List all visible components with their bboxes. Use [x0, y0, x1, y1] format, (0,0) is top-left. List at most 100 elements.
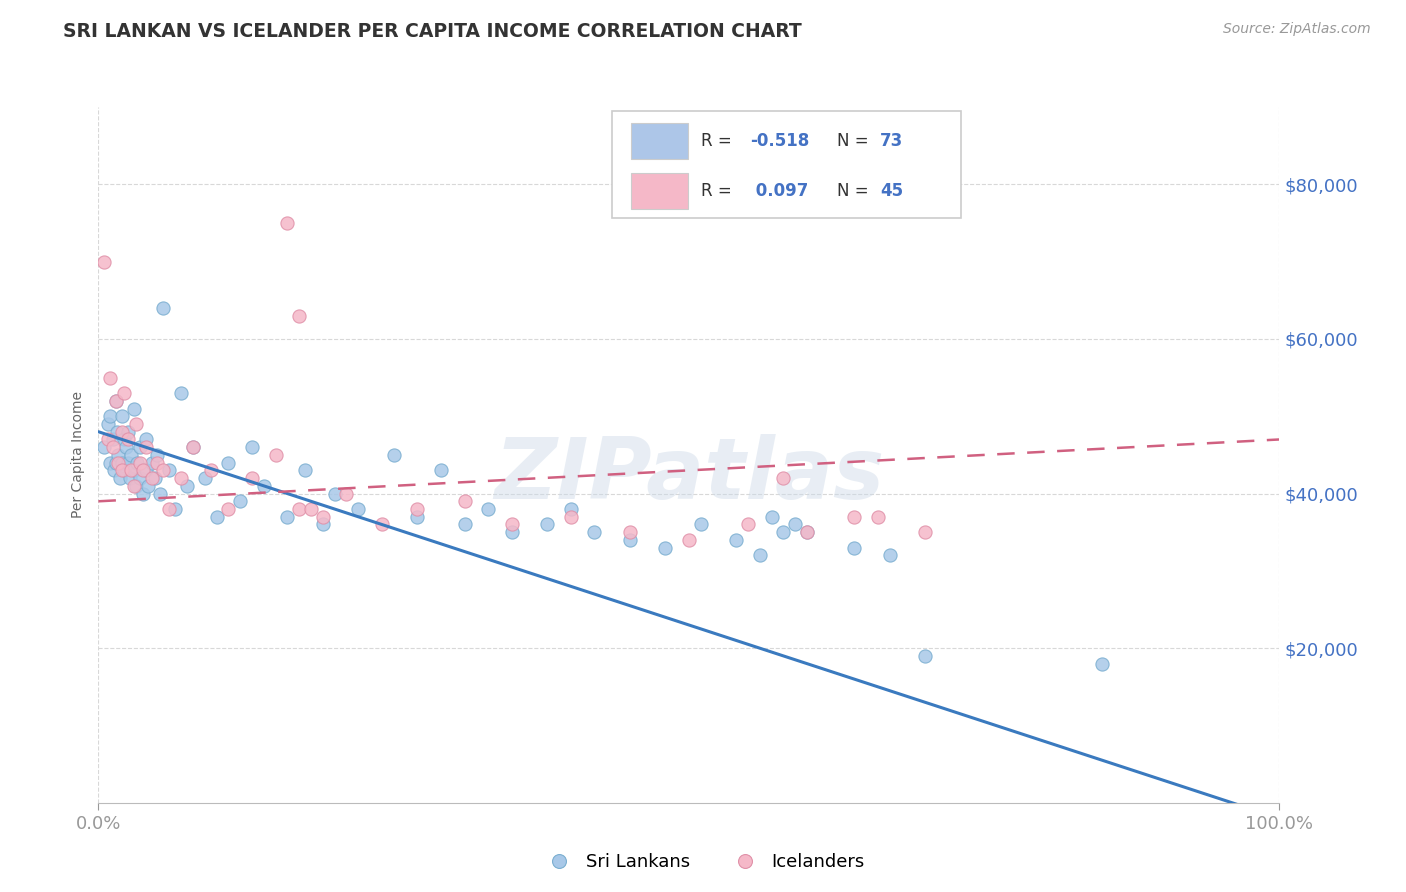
Point	[98, 456, 121, 470]
Point	[125, 479, 148, 493]
Point	[107, 456, 129, 470]
Point	[181, 440, 204, 454]
Point	[866, 509, 889, 524]
Text: 45: 45	[880, 182, 904, 201]
Point	[121, 463, 143, 477]
Point	[125, 417, 148, 431]
Point	[406, 502, 429, 516]
Point	[146, 456, 169, 470]
Point	[347, 502, 370, 516]
Text: N =: N =	[837, 132, 873, 150]
Point	[122, 401, 145, 416]
Point	[240, 471, 263, 485]
Point	[165, 502, 187, 516]
Point	[560, 509, 582, 524]
Point	[914, 648, 936, 663]
Point	[132, 463, 155, 477]
Point	[136, 479, 159, 493]
Point	[108, 471, 131, 485]
Point	[132, 486, 155, 500]
Point	[93, 254, 115, 268]
Point	[101, 440, 124, 454]
Point	[93, 440, 115, 454]
Text: R =: R =	[700, 182, 737, 201]
Point	[127, 456, 149, 470]
Point	[453, 494, 475, 508]
Point	[229, 494, 252, 508]
Point	[170, 471, 193, 485]
Point	[501, 517, 523, 532]
Text: ZIPatlas: ZIPatlas	[494, 434, 884, 517]
Text: N =: N =	[837, 182, 873, 201]
Point	[1091, 657, 1114, 671]
Point	[240, 440, 263, 454]
Point	[785, 517, 807, 532]
Point	[560, 502, 582, 516]
Point	[181, 440, 204, 454]
Point	[299, 502, 322, 516]
Point	[176, 479, 198, 493]
Point	[157, 463, 180, 477]
Point	[128, 456, 150, 470]
Point	[844, 541, 866, 555]
Point	[146, 448, 169, 462]
Point	[654, 541, 676, 555]
Point	[276, 509, 298, 524]
Point	[135, 463, 157, 477]
Point	[253, 479, 276, 493]
Point	[288, 502, 311, 516]
Text: SRI LANKAN VS ICELANDER PER CAPITA INCOME CORRELATION CHART: SRI LANKAN VS ICELANDER PER CAPITA INCOM…	[63, 22, 801, 41]
Point	[200, 463, 222, 477]
Point	[288, 309, 311, 323]
Point	[217, 502, 239, 516]
Point	[135, 440, 157, 454]
Point	[796, 525, 818, 540]
Point	[111, 425, 134, 439]
Point	[205, 509, 228, 524]
Point	[725, 533, 748, 547]
Point	[111, 456, 134, 470]
Point	[105, 393, 128, 408]
Point	[264, 448, 287, 462]
Point	[117, 456, 139, 470]
Bar	[631, 122, 688, 159]
Point	[217, 456, 239, 470]
Point	[294, 463, 316, 477]
Point	[453, 517, 475, 532]
Point	[335, 486, 357, 500]
Point	[583, 525, 606, 540]
Point	[122, 479, 145, 493]
Point	[737, 517, 759, 532]
Point	[107, 448, 129, 462]
Point	[98, 370, 121, 384]
Point	[135, 433, 157, 447]
Point	[141, 471, 163, 485]
Point	[101, 433, 124, 447]
Point	[312, 509, 335, 524]
Point	[430, 463, 453, 477]
Point	[141, 456, 163, 470]
Point	[112, 433, 135, 447]
Point	[121, 448, 143, 462]
Point	[105, 393, 128, 408]
Point	[122, 463, 145, 477]
Point	[772, 525, 794, 540]
Y-axis label: Per Capita Income: Per Capita Income	[70, 392, 84, 518]
Point	[170, 386, 193, 401]
Point	[844, 509, 866, 524]
Point	[761, 509, 783, 524]
Point	[111, 409, 134, 424]
Point	[276, 216, 298, 230]
Point	[112, 463, 135, 477]
Point	[117, 425, 139, 439]
Point	[152, 463, 174, 477]
Text: 73: 73	[880, 132, 904, 150]
Point	[536, 517, 558, 532]
Point	[111, 463, 134, 477]
Point	[796, 525, 818, 540]
Point	[149, 486, 172, 500]
Point	[371, 517, 394, 532]
Point	[98, 409, 121, 424]
Point	[103, 463, 125, 477]
Point	[772, 471, 794, 485]
